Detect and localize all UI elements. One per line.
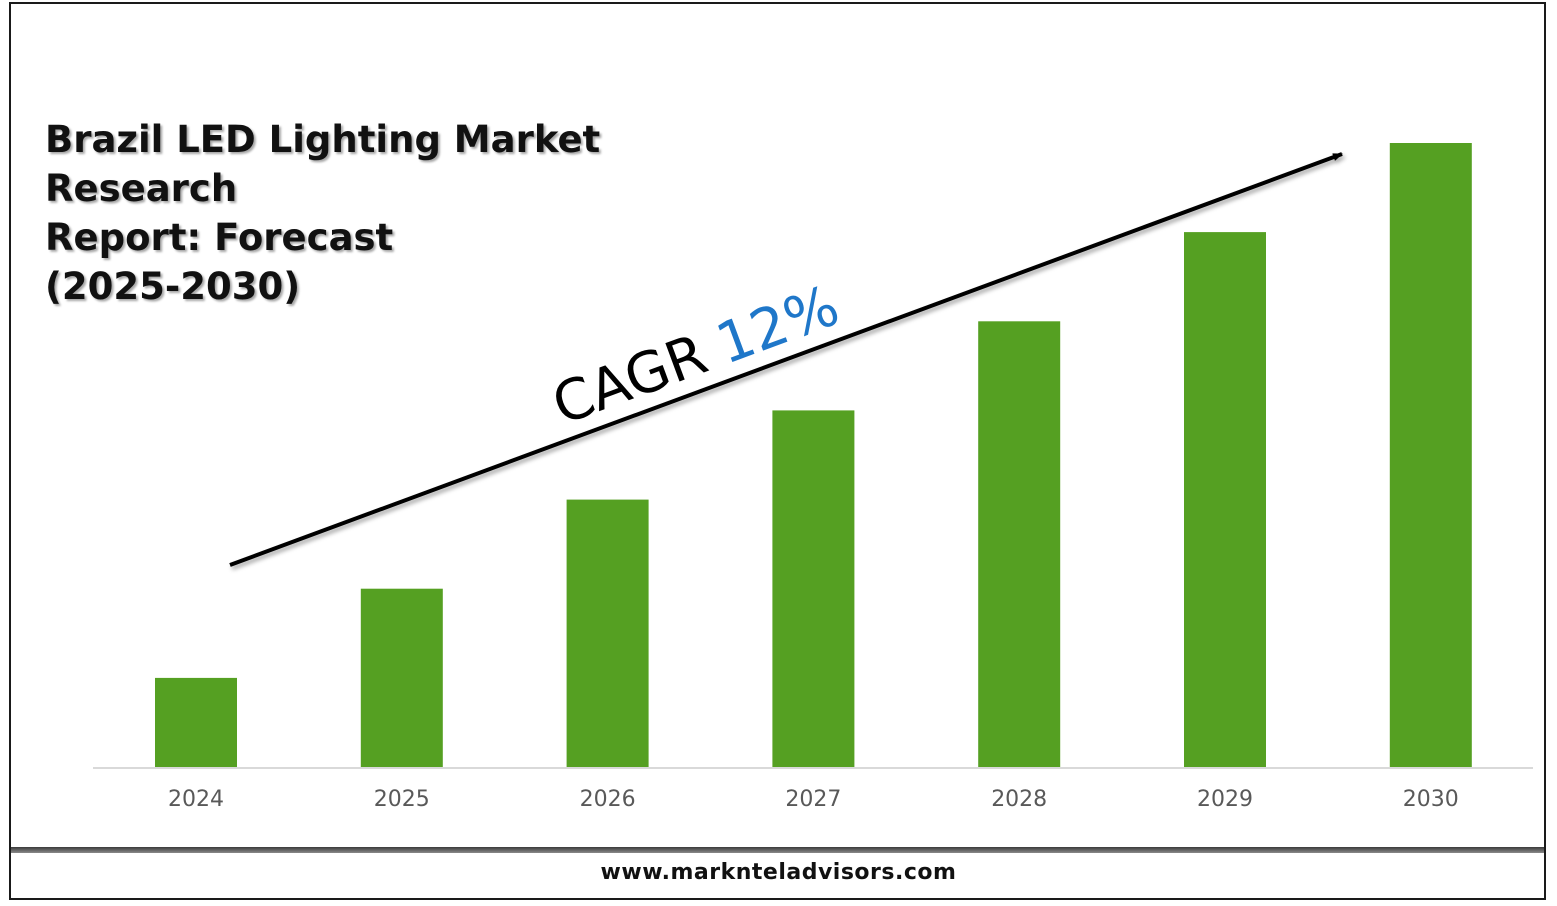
bar-2029 bbox=[1184, 232, 1266, 768]
title-line-3: (2025-2030) bbox=[45, 265, 301, 308]
bar-2028 bbox=[978, 321, 1061, 767]
cagr-trend-arrow bbox=[229, 152, 1343, 567]
bar-2024 bbox=[155, 677, 237, 767]
x-tick-label-2030: 2030 bbox=[1403, 787, 1459, 812]
bar-2027 bbox=[772, 410, 855, 767]
bar-2030 bbox=[1389, 143, 1472, 767]
title-line-2: Report: Forecast bbox=[45, 216, 394, 259]
chart-title: Brazil LED Lighting Market Research Repo… bbox=[45, 115, 805, 311]
bar-2025 bbox=[360, 588, 443, 767]
title-line-1: Brazil LED Lighting Market Research bbox=[45, 118, 601, 210]
bar-2026 bbox=[566, 499, 649, 767]
cagr-label: CAGR bbox=[544, 322, 715, 438]
x-tick-label-2028: 2028 bbox=[991, 787, 1047, 812]
x-tick-label-2026: 2026 bbox=[580, 787, 636, 812]
x-tick-label-2027: 2027 bbox=[785, 787, 841, 812]
footer-divider bbox=[11, 847, 1544, 853]
x-tick-label-2029: 2029 bbox=[1197, 787, 1253, 812]
x-tick-label-2025: 2025 bbox=[374, 787, 430, 812]
x-tick-labels: 2024 2025 2026 2027 2028 2029 2030 bbox=[168, 787, 1459, 812]
footer-website: www.marknteladvisors.com bbox=[600, 860, 957, 885]
x-tick-label-2024: 2024 bbox=[168, 787, 224, 812]
bars-layer bbox=[155, 143, 1472, 768]
